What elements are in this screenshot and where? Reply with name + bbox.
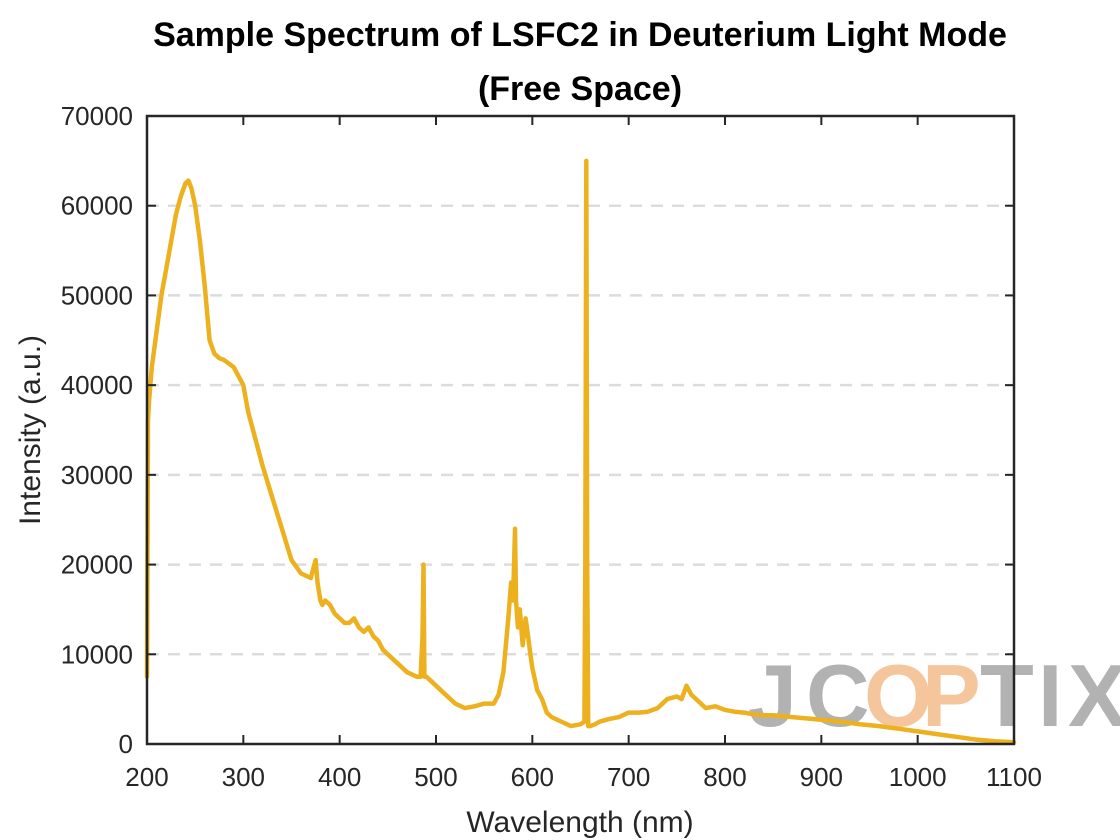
jcoptix-watermark: J COP T I X (748, 646, 1120, 745)
watermark-letter: C (806, 646, 870, 745)
y-tick-label: 10000 (61, 639, 133, 669)
tick-marks (146, 115, 1015, 745)
y-tick-label: 20000 (61, 550, 133, 580)
watermark-letter: P (922, 646, 981, 745)
y-gridlines (147, 204, 1014, 656)
x-tick-label: 500 (414, 762, 457, 792)
chart-title: Sample Spectrum of LSFC2 in Deuterium Li… (153, 16, 1007, 54)
x-tick-label: 300 (222, 762, 265, 792)
axes-box (145, 114, 1016, 746)
x-tick-label: 700 (607, 762, 650, 792)
x-tick-label: 800 (703, 762, 746, 792)
y-tick-label: 40000 (61, 370, 133, 400)
y-tick-label: 0 (119, 729, 133, 759)
axes (145, 114, 1016, 746)
x-tick-label: 900 (800, 762, 843, 792)
watermark-letter: T (980, 646, 1034, 745)
spectrum-line (144, 158, 1017, 745)
plot-area (144, 158, 1017, 745)
y-tick-label: 70000 (61, 101, 133, 131)
chart-subtitle: (Free Space) (478, 70, 682, 108)
x-axis-label: Wavelength (nm) (466, 806, 693, 839)
x-tick-label: 1100 (986, 762, 1042, 792)
tick-labels: 200 300 400 500 600 700 800 900 1000 1100 0 10000 20… (61, 101, 1042, 792)
watermark-letter: J (748, 646, 797, 745)
watermark-letter: X (1068, 646, 1120, 745)
x-tick-label: 600 (511, 762, 554, 792)
y-tick-label: 60000 (61, 191, 133, 221)
y-tick-label: 30000 (61, 460, 133, 490)
x-tick-label: 400 (318, 762, 361, 792)
y-tick-label: 50000 (61, 280, 133, 310)
x-tick-label: 200 (125, 762, 168, 792)
watermark-letter: I (1038, 646, 1062, 745)
x-tick-label: 1000 (889, 762, 947, 792)
y-axis-label: Intensity (a.u.) (14, 335, 47, 525)
